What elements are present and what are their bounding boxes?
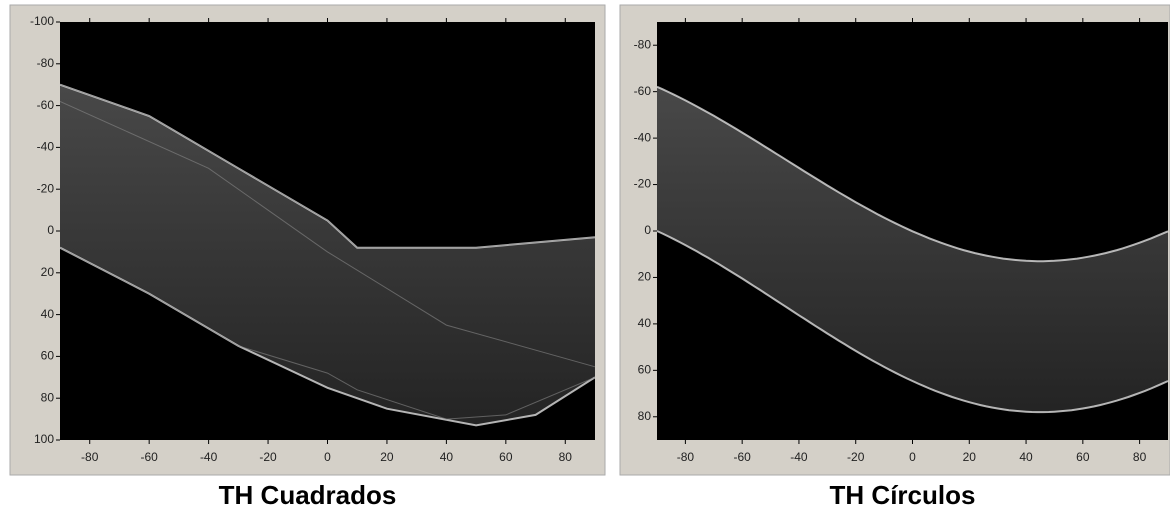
x-tick-label: 60: [499, 450, 513, 464]
x-tick-label: -20: [259, 450, 277, 464]
hough-curve: [59, 247, 596, 420]
x-tick-label: 20: [380, 450, 394, 464]
chart-title: TH Cuadrados: [219, 480, 397, 510]
hough-curve: [59, 100, 596, 368]
hough-edge: [656, 230, 1169, 414]
x-tick-label: -40: [790, 450, 808, 464]
x-tick-label: 80: [559, 450, 573, 464]
hough-band: [60, 84, 595, 426]
x-tick-label: -40: [200, 450, 218, 464]
y-tick-label: -20: [634, 177, 652, 191]
x-tick-label: 60: [1076, 450, 1090, 464]
y-tick-label: 0: [47, 223, 54, 237]
y-tick-label: 80: [638, 409, 652, 423]
y-tick-label: -40: [634, 130, 652, 144]
y-tick-label: -100: [30, 14, 54, 28]
chart-title: TH Círculos: [830, 480, 976, 510]
x-tick-label: 0: [909, 450, 916, 464]
x-tick-label: 0: [324, 450, 331, 464]
y-tick-label: -60: [634, 84, 652, 98]
y-tick-label: 20: [638, 270, 652, 284]
y-tick-label: 80: [41, 390, 55, 404]
x-tick-label: -80: [81, 450, 99, 464]
y-tick-label: 60: [41, 349, 55, 363]
y-tick-label: 100: [34, 432, 54, 446]
hough-edge: [656, 85, 1169, 263]
hough-band: [657, 86, 1168, 413]
x-tick-label: 80: [1133, 450, 1147, 464]
y-tick-label: -40: [37, 140, 55, 154]
x-tick-label: 40: [440, 450, 454, 464]
hough-curve: [59, 84, 596, 249]
y-tick-label: -80: [37, 56, 55, 70]
y-tick-label: 40: [41, 307, 55, 321]
y-tick-label: 0: [644, 223, 651, 237]
y-tick-label: -60: [37, 98, 55, 112]
y-tick-label: -80: [634, 37, 652, 51]
x-tick-label: -80: [677, 450, 695, 464]
y-tick-label: 20: [41, 265, 55, 279]
x-tick-label: -60: [140, 450, 158, 464]
y-tick-label: 40: [638, 316, 652, 330]
x-tick-label: -20: [847, 450, 865, 464]
x-tick-label: 20: [963, 450, 977, 464]
y-tick-label: -20: [37, 181, 55, 195]
x-tick-label: 40: [1019, 450, 1033, 464]
x-tick-label: -60: [733, 450, 751, 464]
y-tick-label: 60: [638, 363, 652, 377]
